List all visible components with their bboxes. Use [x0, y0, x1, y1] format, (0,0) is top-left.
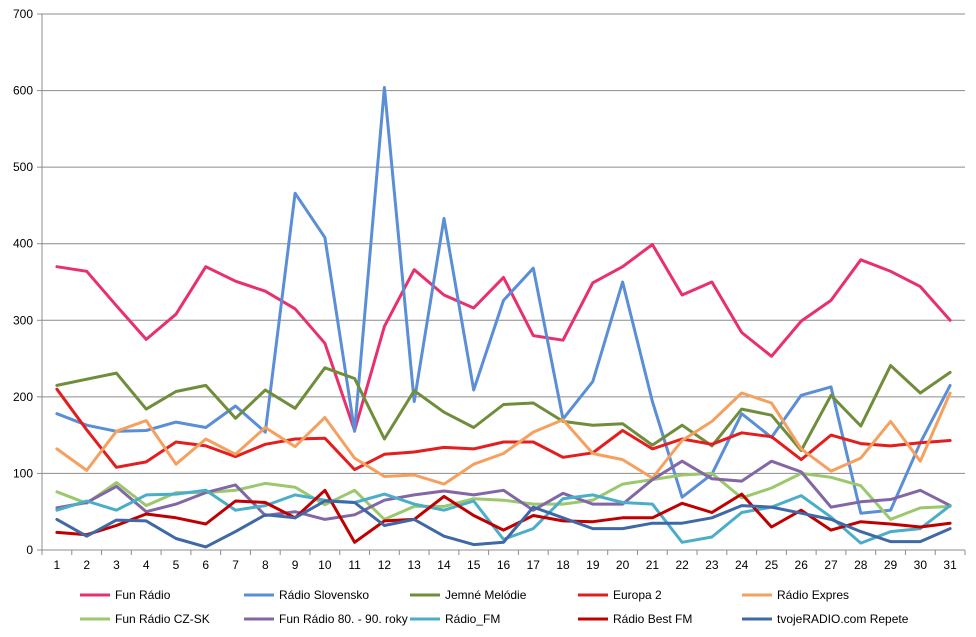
y-tick-label: 100 [13, 466, 33, 480]
x-tick-label: 13 [407, 558, 421, 572]
y-tick-label: 400 [13, 237, 33, 251]
x-tick-label: 14 [437, 558, 451, 572]
x-tick-label: 28 [854, 558, 868, 572]
legend-label: Fun Rádio 80. - 90. roky [279, 612, 408, 626]
legend-label: Europa 2 [613, 588, 662, 602]
series-lines [55, 86, 952, 549]
y-tick-label: 200 [13, 390, 33, 404]
series-line-0 [55, 243, 952, 432]
x-tick-label: 9 [292, 558, 299, 572]
series-line-1 [55, 86, 952, 515]
x-tick-label: 31 [943, 558, 957, 572]
x-tick-label: 7 [232, 558, 239, 572]
x-tick-label: 23 [705, 558, 719, 572]
legend-label: Fun Rádio CZ-SK [115, 612, 210, 626]
series-line-8 [55, 488, 952, 544]
x-tick-label: 25 [765, 558, 779, 572]
y-tick-label: 700 [13, 7, 33, 21]
y-tick-label: 300 [13, 313, 33, 327]
x-tick-label: 16 [497, 558, 511, 572]
x-tick-label: 1 [54, 558, 61, 572]
legend-label: Rádio Slovensko [279, 588, 369, 602]
x-tick-label: 18 [556, 558, 570, 572]
x-tick-label: 19 [586, 558, 600, 572]
x-tick-label: 5 [173, 558, 180, 572]
x-tick-label: 30 [914, 558, 928, 572]
x-tick-label: 21 [646, 558, 660, 572]
series-line-7 [55, 488, 952, 545]
legend: Fun Rádio Rádio Slovensko Jemné Melódie Eur… [80, 588, 909, 626]
y-tick-label: 600 [13, 84, 33, 98]
series-line-6 [55, 459, 952, 521]
x-tick-label: 3 [113, 558, 120, 572]
x-tick-label: 15 [467, 558, 481, 572]
x-tick-label: 6 [202, 558, 209, 572]
y-tick-label: 500 [13, 160, 33, 174]
x-tick-label: 24 [735, 558, 749, 572]
x-tick-label: 29 [884, 558, 898, 572]
legend-label: tvojeRADIO.com Repete [777, 612, 909, 626]
x-tick-label: 4 [143, 558, 150, 572]
y-tick-label: 0 [26, 543, 33, 557]
series-line-3 [55, 387, 952, 472]
x-tick-label: 12 [378, 558, 392, 572]
x-tick-label: 8 [262, 558, 269, 572]
x-tick-label: 2 [83, 558, 90, 572]
legend-label: Fun Rádio [115, 588, 171, 602]
legend-label: Rádio Expres [777, 588, 849, 602]
x-tick-label: 10 [318, 558, 332, 572]
x-tick-label: 26 [795, 558, 809, 572]
legend-label: Rádio Best FM [613, 612, 692, 626]
legend-label: Rádio_FM [445, 612, 500, 626]
x-tick-label: 20 [616, 558, 630, 572]
series-line-9 [55, 499, 952, 549]
x-tick-label: 17 [527, 558, 541, 572]
series-line-2 [55, 364, 952, 452]
series-line-5 [55, 471, 952, 521]
x-tick-label: 22 [675, 558, 689, 572]
series-line-4 [55, 391, 952, 486]
legend-label: Jemné Melódie [445, 588, 527, 602]
gridlines [42, 13, 965, 474]
x-tick-label: 27 [824, 558, 838, 572]
x-tick-label: 11 [348, 558, 361, 572]
